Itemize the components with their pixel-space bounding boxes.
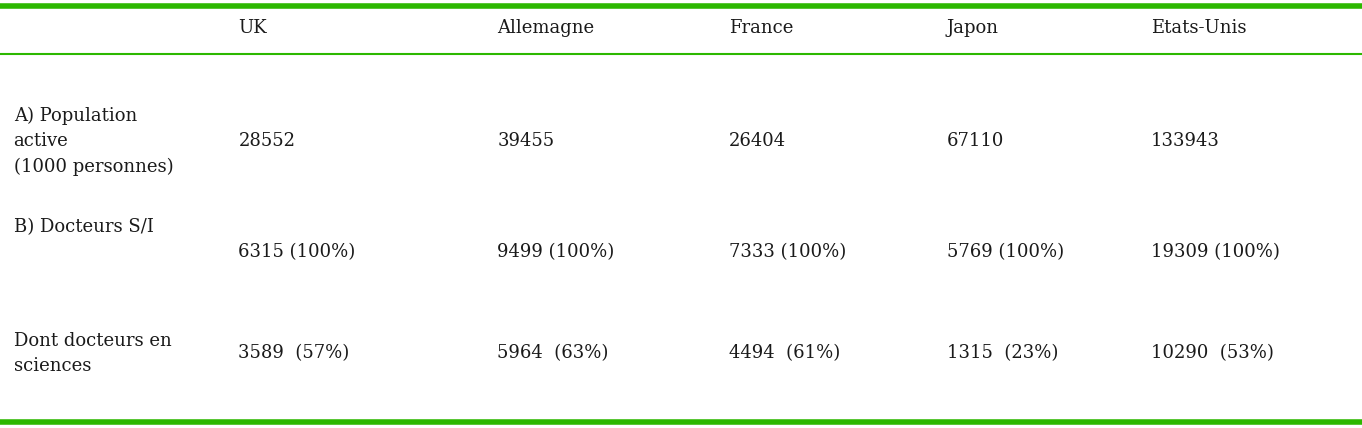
Text: 133943: 133943 [1151,132,1220,150]
Text: Japon: Japon [947,19,998,37]
Text: Allemagne: Allemagne [497,19,594,37]
Text: 9499 (100%): 9499 (100%) [497,244,614,262]
Text: 67110: 67110 [947,132,1004,150]
Text: 4494  (61%): 4494 (61%) [729,344,840,362]
Text: 5964  (63%): 5964 (63%) [497,344,609,362]
Text: 6315 (100%): 6315 (100%) [238,244,355,262]
Text: Etats-Unis: Etats-Unis [1151,19,1246,37]
Text: Dont docteurs en
sciences: Dont docteurs en sciences [14,332,172,374]
Text: 28552: 28552 [238,132,296,150]
Text: 7333 (100%): 7333 (100%) [729,244,846,262]
Text: 1315  (23%): 1315 (23%) [947,344,1058,362]
Text: France: France [729,19,793,37]
Text: UK: UK [238,19,267,37]
Text: 3589  (57%): 3589 (57%) [238,344,350,362]
Text: 26404: 26404 [729,132,786,150]
Text: 5769 (100%): 5769 (100%) [947,244,1064,262]
Text: A) Population
active
(1000 personnes): A) Population active (1000 personnes) [14,107,173,175]
Text: B) Docteurs S/I: B) Docteurs S/I [14,219,154,286]
Text: 10290  (53%): 10290 (53%) [1151,344,1273,362]
Text: 19309 (100%): 19309 (100%) [1151,244,1280,262]
Text: 39455: 39455 [497,132,554,150]
